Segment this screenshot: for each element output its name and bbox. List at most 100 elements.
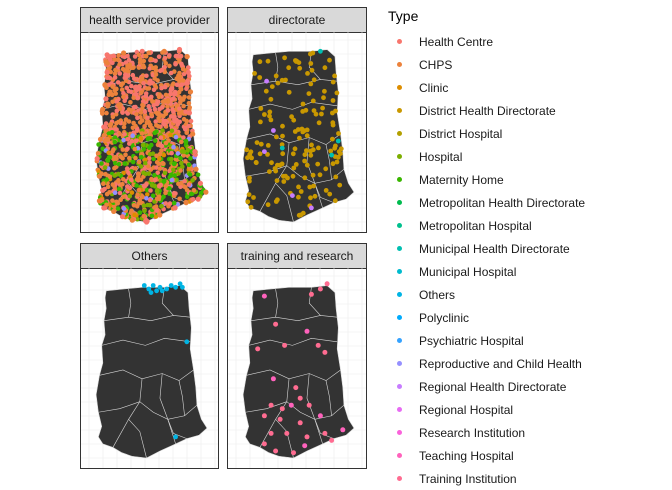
facility-point [116, 171, 121, 177]
facility-point [265, 58, 271, 64]
facility-point [179, 139, 184, 145]
facility-point [114, 108, 120, 114]
facility-point [152, 172, 157, 178]
facility-point [134, 183, 139, 188]
facility-point [173, 134, 179, 140]
facility-point [270, 376, 276, 382]
facility-point [188, 156, 193, 161]
facility-point [286, 65, 292, 71]
legend-key [388, 218, 410, 234]
legend-key [388, 333, 410, 349]
legend-key [388, 379, 410, 395]
facility-point [122, 98, 127, 104]
facility-point [317, 172, 323, 178]
facility-point [149, 94, 154, 100]
facility-point [340, 427, 346, 433]
facility-point [97, 136, 104, 142]
region-border [325, 144, 332, 180]
facility-point [159, 148, 164, 153]
facility-point [281, 173, 286, 179]
legend-dot-icon [396, 223, 402, 228]
facility-point [141, 183, 147, 189]
facility-point [297, 420, 303, 426]
facility-point [308, 61, 314, 66]
facility-point [167, 186, 172, 191]
facility-point [142, 109, 148, 115]
facility-point [130, 72, 136, 78]
facility-point [137, 60, 143, 65]
region-border [128, 288, 132, 318]
facility-point [171, 96, 176, 101]
facility-point [138, 164, 144, 169]
facility-point [183, 109, 188, 114]
legend-label: Regional Hospital [419, 402, 514, 417]
facility-point [151, 156, 156, 162]
facility-point [143, 160, 148, 166]
facility-point [185, 148, 191, 153]
facility-point [136, 201, 142, 206]
facility-point [176, 46, 183, 53]
legend-item: Regional Hospital [388, 398, 585, 421]
facility-point [258, 141, 264, 147]
facility-point [292, 146, 298, 152]
facility-point [177, 281, 183, 287]
facility-point [322, 88, 327, 94]
region-border [99, 369, 194, 381]
facility-point [103, 121, 109, 126]
facility-point [177, 110, 183, 116]
facility-point [195, 196, 201, 202]
facility-point [172, 89, 178, 95]
legend-label: Training Institution [419, 471, 517, 486]
facility-point [144, 196, 149, 201]
facility-point [162, 99, 167, 104]
facility-point [317, 413, 323, 419]
facility-point [251, 195, 256, 200]
facility-point [168, 70, 174, 76]
facility-point [304, 133, 310, 139]
facility-point [248, 204, 254, 210]
facility-point [154, 208, 159, 213]
facility-point [153, 138, 158, 143]
facility-point [168, 91, 174, 97]
legend-item: CHPS [388, 53, 585, 76]
region-border [167, 419, 187, 439]
facility-point [103, 96, 109, 102]
legend-dot-icon [396, 361, 402, 366]
facility-point [145, 192, 150, 197]
facility-point [140, 142, 146, 148]
facility-point [258, 106, 264, 111]
legend-key [388, 310, 410, 326]
facility-point [146, 104, 151, 109]
facility-point [181, 153, 187, 158]
legend-item: Psychiatric Hospital [388, 329, 585, 352]
facility-point [268, 117, 274, 123]
facility-point [310, 98, 316, 104]
legend-label: Regional Health Directorate [419, 379, 567, 394]
facility-point [264, 78, 269, 84]
facility-point [315, 161, 321, 167]
facility-point [102, 138, 108, 144]
facility-point [128, 210, 134, 216]
legend-key [388, 149, 410, 165]
facility-point [121, 90, 126, 96]
facet-strip: health service provider [81, 8, 218, 33]
facility-point [129, 190, 135, 195]
facility-point [156, 94, 162, 100]
facility-point [159, 204, 164, 209]
facility-point [112, 135, 118, 140]
facility-point [187, 172, 193, 177]
facility-point [110, 99, 115, 105]
facility-point [172, 173, 177, 178]
facility-point [171, 81, 176, 86]
facility-point [291, 450, 296, 456]
facility-point [274, 134, 279, 140]
facility-point [178, 156, 183, 161]
facility-point [329, 437, 335, 443]
facility-point [118, 143, 124, 149]
map-area [81, 32, 218, 232]
legend-item: Clinic [388, 76, 585, 99]
facility-point [100, 187, 106, 193]
legend-dot-icon [396, 131, 402, 136]
facility-point [149, 142, 154, 148]
legend-label: Teaching Hospital [419, 448, 514, 463]
